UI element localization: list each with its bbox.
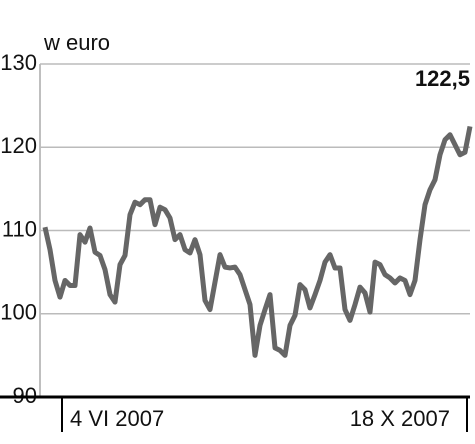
y-axis-label: w euro: [43, 30, 110, 55]
y-tick-label: 100: [0, 300, 37, 325]
y-tick-label: 120: [0, 133, 37, 158]
x-tick-label: 18 X 2007: [350, 406, 450, 431]
y-tick-label: 130: [0, 50, 37, 75]
x-tick-label: 4 VI 2007: [70, 406, 164, 431]
data-line: [42, 125, 473, 358]
y-tick-label: 110: [2, 216, 37, 241]
y-tick-label: 90: [13, 383, 37, 408]
value-label: 122,5: [415, 66, 470, 91]
